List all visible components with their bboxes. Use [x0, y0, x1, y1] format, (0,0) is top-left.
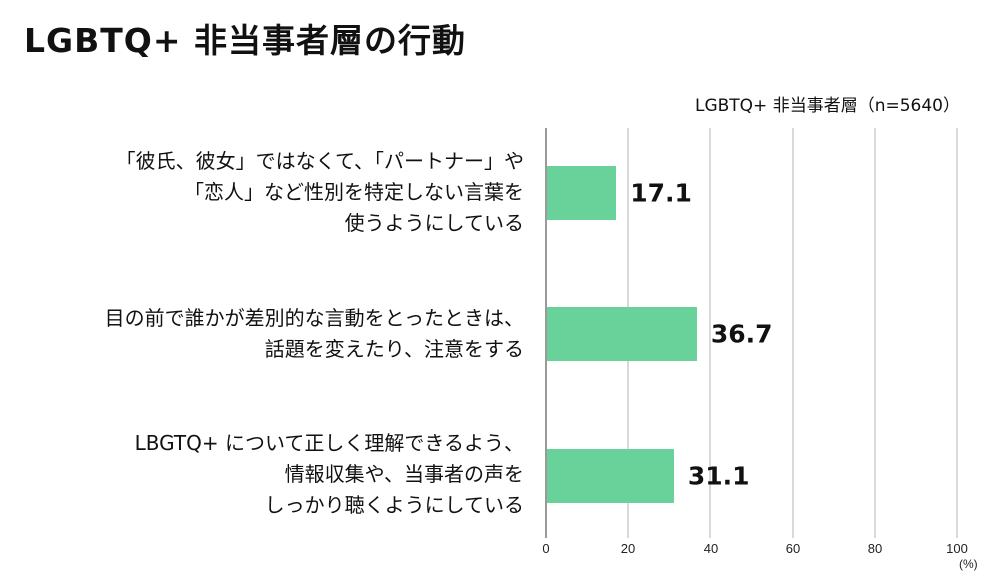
gridline-100 — [956, 128, 958, 538]
gridline-40 — [709, 128, 712, 538]
category-label-1: 「彼氏、彼女」ではなくて、「パートナー」や 「恋人」など性別を特定しない言葉を … — [0, 146, 524, 239]
bar-category-2 — [546, 307, 697, 361]
category-label-3: LBGTQ+ について正しく理解できるよう、 情報収集や、当事者の声を しっかり… — [0, 428, 524, 521]
category-label-line: 「彼氏、彼女」ではなくて、「パートナー」や — [115, 149, 524, 173]
x-tick-label: 40 — [703, 541, 719, 556]
plot-area: 17.1 36.7 31.1 — [545, 128, 958, 538]
category-label-line: 使うようにしている — [344, 211, 524, 235]
x-tick-label: 20 — [620, 541, 636, 556]
category-label-line: 目の前で誰かが差別的な言動をとったときは、 — [104, 306, 524, 330]
chart-title: LGBTQ+ 非当事者層の行動 — [24, 21, 466, 60]
bar-value-label-2: 36.7 — [710, 319, 773, 349]
category-label-line: 「恋人」など性別を特定しない言葉を — [184, 180, 524, 204]
legend-series-label: LGBTQ+ 非当事者層（n=5640） — [694, 96, 960, 116]
x-axis-unit-label: (%) — [959, 557, 978, 571]
x-tick-label: 80 — [867, 541, 883, 556]
gridline-60 — [791, 128, 794, 538]
x-tick-label: 0 — [542, 541, 550, 556]
category-label-2: 目の前で誰かが差別的な言動をとったときは、 話題を変えたり、注意をする — [0, 303, 524, 365]
bar-value-label-1: 17.1 — [630, 178, 692, 208]
category-label-line: 情報収集や、当事者の声を — [284, 462, 524, 486]
bar-category-3 — [546, 449, 674, 503]
bar-category-1 — [546, 166, 617, 220]
x-tick-label: 60 — [785, 541, 801, 556]
x-tick-label: 100 — [946, 541, 968, 556]
category-label-line: 話題を変えたり、注意をする — [264, 337, 524, 361]
bar-value-label-3: 31.1 — [687, 461, 750, 491]
category-label-line: しっかり聴くようにしている — [264, 493, 524, 517]
y-axis-line — [545, 128, 547, 538]
category-label-line: LBGTQ+ について正しく理解できるよう、 — [134, 431, 524, 455]
gridline-80 — [873, 128, 876, 538]
